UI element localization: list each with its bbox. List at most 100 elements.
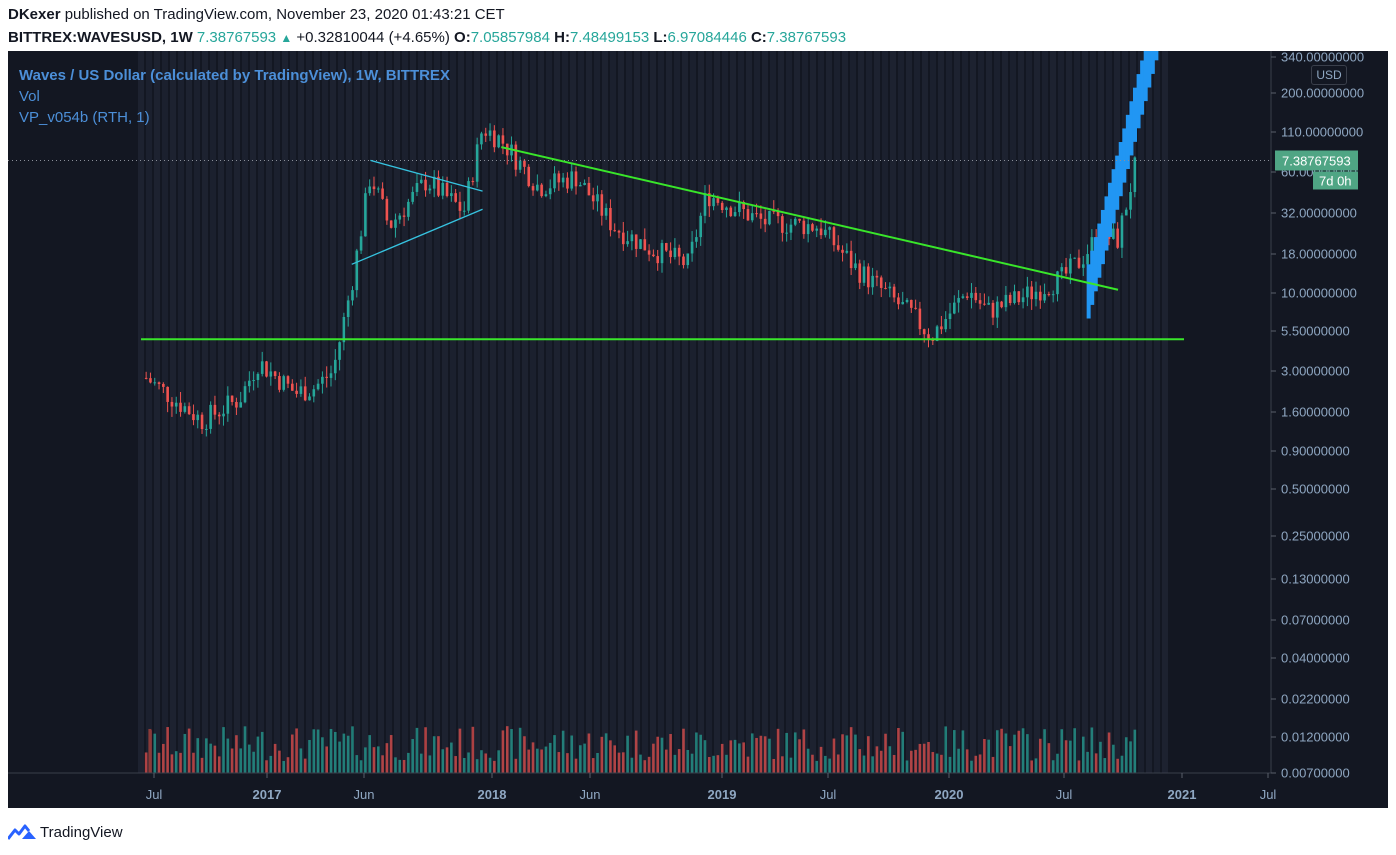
volume-bar [407, 752, 410, 773]
candle-body [695, 237, 698, 242]
profile-band [618, 51, 624, 773]
candle-body [669, 250, 672, 258]
price-tag [1275, 150, 1358, 171]
volume-bar [566, 753, 569, 773]
candle-body [316, 383, 320, 390]
volume-bar [832, 738, 836, 773]
profile-band [1154, 51, 1160, 773]
volume-bar [381, 755, 384, 773]
profile-band [194, 51, 200, 773]
candle-body [471, 181, 475, 183]
candle-body [553, 173, 556, 189]
volume-bar [471, 726, 475, 773]
candle-body [286, 376, 290, 384]
candle-body [824, 229, 827, 236]
volume-bar [497, 750, 500, 773]
high-value: 7.48499153 [569, 29, 650, 46]
symbol: BITTREX:WAVESUSD, 1W [8, 29, 193, 46]
time-tick-label: Jun [580, 787, 601, 802]
profile-band [570, 51, 576, 773]
volume-bar [1081, 736, 1085, 773]
candle-body [170, 401, 174, 407]
close-label: C: [750, 29, 767, 46]
volume-bar [205, 738, 208, 773]
candle-body [480, 133, 483, 145]
candle-body [871, 275, 874, 288]
profile-band [594, 51, 600, 773]
profile-band [1146, 51, 1152, 773]
volume-bar [252, 751, 255, 773]
price-tick-label: 340.00000000 [1281, 51, 1364, 65]
volume-bar [493, 760, 496, 773]
profile-band [754, 51, 760, 773]
chart-canvas[interactable]: 340.00000000200.00000000110.0000000060.0… [8, 51, 1388, 808]
profile-band [346, 51, 352, 773]
profile-band [282, 51, 288, 773]
volume-bar [222, 727, 225, 773]
volume-bar [733, 739, 737, 773]
volume-bar [1094, 753, 1098, 773]
candle-body [187, 406, 191, 415]
profile-band [690, 51, 696, 773]
volume-bar [153, 733, 157, 773]
volume-bar [454, 756, 457, 773]
candle-body [527, 166, 531, 187]
volume-bar [1034, 758, 1038, 773]
candle-body [643, 239, 647, 251]
volume-bar [411, 739, 414, 773]
profile-band [746, 51, 752, 773]
volume-bar [836, 754, 840, 773]
volume-bar [944, 726, 948, 773]
profile-band [1002, 51, 1008, 773]
profile-band [554, 51, 560, 773]
volume-bar [965, 749, 969, 773]
candle-body [454, 193, 457, 202]
price-tick-label: 0.04000000 [1281, 651, 1350, 666]
candle-body [364, 193, 367, 237]
time-tick-label: 2021 [1168, 787, 1197, 802]
profile-band [1010, 51, 1016, 773]
volume-bar [995, 730, 999, 773]
volume-bar [488, 757, 492, 773]
volume-bar [759, 735, 763, 773]
volume-bar [1107, 732, 1111, 773]
volume-bar [862, 755, 866, 773]
candle-body [1069, 258, 1072, 274]
volume-bar [652, 743, 655, 773]
chart-area[interactable]: 340.00000000200.00000000110.0000000060.0… [8, 51, 1388, 808]
volume-bar [639, 754, 642, 773]
volume-bar [1112, 744, 1115, 773]
candle-body [1000, 301, 1003, 308]
volume-bar [561, 730, 565, 773]
profile-band [802, 51, 808, 773]
time-tick-label: 2020 [935, 787, 964, 802]
profile-band [818, 51, 824, 773]
volume-bar [269, 755, 273, 773]
candle-body [1034, 291, 1038, 300]
projection-bar [1097, 223, 1102, 278]
candle-body [634, 234, 638, 249]
triangle-upper-line [370, 159, 483, 192]
candle-body [836, 245, 840, 250]
candle-body [381, 188, 384, 199]
volume-bar [372, 747, 376, 773]
price-tick-label: 110.00000000 [1281, 125, 1363, 140]
volume-bar [712, 755, 715, 773]
volume-bar [768, 738, 771, 773]
candle-body [398, 215, 402, 220]
candle-body [910, 299, 913, 308]
volume-bar [540, 749, 543, 773]
profile-band [162, 51, 168, 773]
candle-body [854, 263, 857, 269]
volume-bar [935, 753, 939, 773]
candle-body [544, 194, 548, 197]
profile-band [890, 51, 896, 773]
volume-bar [845, 735, 849, 773]
time-tick-label: Jun [354, 787, 375, 802]
candle-body [385, 198, 389, 221]
candle-body [600, 194, 604, 216]
volume-bar [630, 757, 634, 773]
profile-band [930, 51, 936, 773]
currency-badge[interactable]: USD [1311, 65, 1347, 85]
candle-body [462, 210, 466, 212]
